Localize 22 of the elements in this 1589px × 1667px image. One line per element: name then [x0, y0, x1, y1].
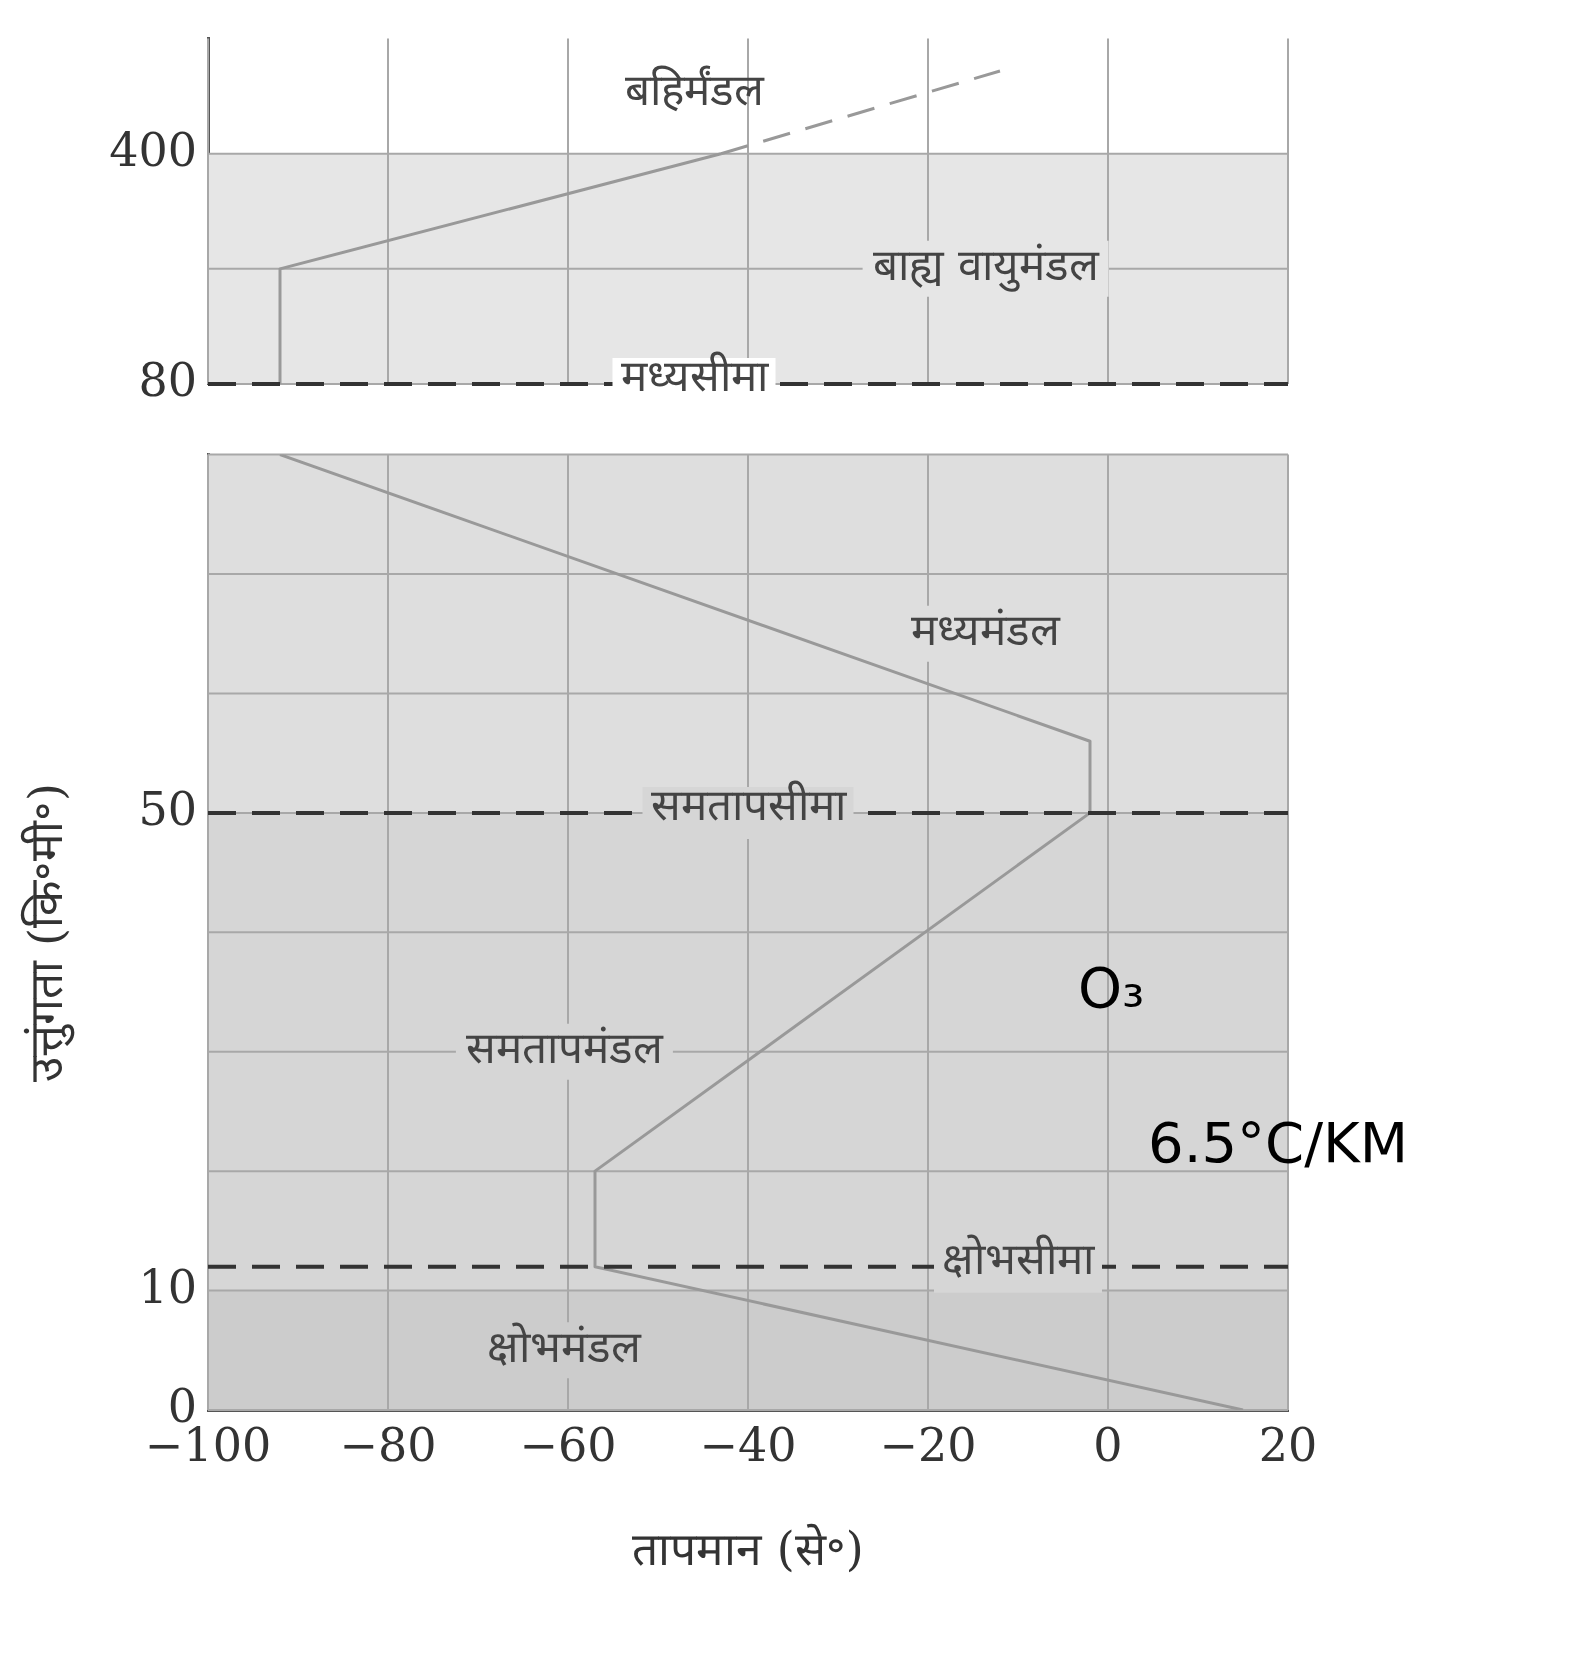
- y-axis-title: उत्तुंगता (कि॰मी॰): [18, 783, 75, 1082]
- band-label: मध्यमंडल: [911, 604, 1062, 656]
- y-tick-label: 10: [138, 1259, 197, 1314]
- y-tick-label: 400: [109, 122, 197, 177]
- x-tick-label: −80: [339, 1417, 437, 1472]
- x-tick-label: −60: [519, 1417, 617, 1472]
- band-label: समतापमंडल: [465, 1022, 664, 1074]
- band-label: क्षोभमंडल: [487, 1320, 643, 1372]
- ref-line-label: क्षोभसीमा: [942, 1233, 1096, 1285]
- y-tick-label: 80: [138, 352, 197, 407]
- annotation: O₃: [1078, 954, 1145, 1020]
- ref-line-label: समतापसीमा: [650, 779, 848, 831]
- annotation: बहिर्मंडल: [624, 64, 765, 116]
- x-tick-label: −40: [699, 1417, 797, 1472]
- annotation: 6.5°C/KM: [1148, 1109, 1409, 1175]
- band-label: बाह्य वायुमंडल: [872, 239, 1100, 293]
- ref-line-label: मध्यसीमा: [620, 350, 770, 402]
- y-tick-label: 50: [138, 781, 197, 836]
- x-tick-label: −20: [879, 1417, 977, 1472]
- x-tick-label: 20: [1258, 1417, 1318, 1472]
- x-tick-label: 0: [1093, 1417, 1123, 1472]
- x-axis-title: तापमान (से॰): [632, 1522, 864, 1577]
